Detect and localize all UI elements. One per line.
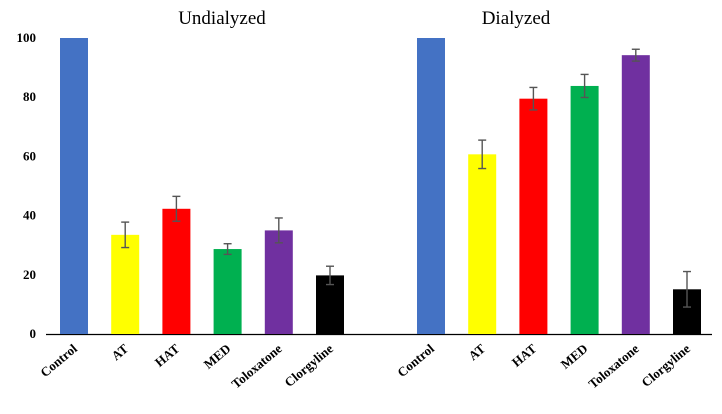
- y-axis-tick-labels: 0 20 40 60 80 100: [17, 30, 37, 341]
- bar-med: [213, 249, 242, 334]
- error-bar: [121, 221, 130, 249]
- bar-at: [468, 154, 497, 334]
- x-tick-label: HAT: [509, 341, 540, 370]
- y-tick-label: 20: [23, 267, 36, 282]
- bar-hat: [162, 208, 191, 334]
- y-tick-label: 40: [23, 208, 36, 223]
- error-bar: [683, 270, 691, 308]
- x-tick-label: Control: [394, 341, 437, 380]
- y-tick-label: 60: [23, 148, 36, 163]
- bar-control: [417, 38, 445, 334]
- error-bar: [326, 265, 334, 286]
- panel-title: Undialyzed: [178, 8, 266, 29]
- x-tick-label: HAT: [152, 341, 183, 370]
- bar-med: [570, 85, 599, 335]
- x-tick-label: Toloxatone: [228, 341, 284, 392]
- x-tick-label: AT: [465, 341, 488, 364]
- error-bar: [223, 243, 232, 256]
- y-tick-label: 0: [30, 326, 37, 341]
- error-bar: [478, 139, 487, 170]
- x-tick-label: MED: [201, 341, 234, 372]
- bar-toloxatone: [264, 230, 293, 334]
- panel-title: Dialyzed: [482, 8, 551, 29]
- bar-toloxatone: [621, 55, 650, 334]
- y-tick-label: 80: [23, 89, 36, 104]
- x-tick-label: MED: [558, 341, 591, 372]
- bar-control: [60, 38, 88, 334]
- x-tick-label: Toloxatone: [585, 341, 641, 392]
- error-bar: [529, 86, 538, 111]
- error-bar: [274, 217, 283, 244]
- x-tick-label: Control: [37, 341, 80, 380]
- bar-hat: [519, 98, 548, 335]
- error-bar: [580, 73, 589, 99]
- x-tick-label: Clorgyline: [638, 341, 693, 390]
- bar-at: [111, 234, 140, 334]
- error-bar: [172, 195, 181, 222]
- error-bar: [631, 48, 640, 62]
- x-tick-label: AT: [108, 341, 131, 364]
- x-tick-label: Clorgyline: [281, 341, 336, 390]
- y-tick-label: 100: [17, 30, 37, 45]
